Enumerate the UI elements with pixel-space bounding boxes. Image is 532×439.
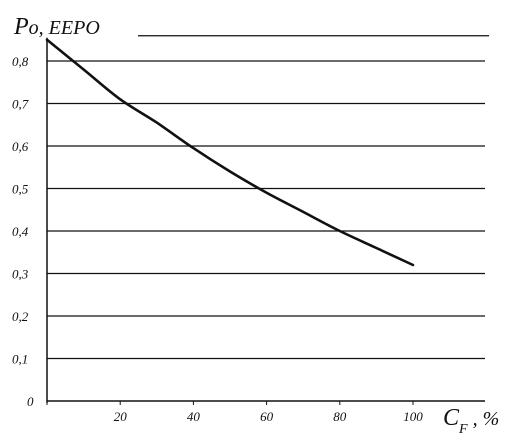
x-axis-title-rest: , % <box>468 408 500 430</box>
series-line-0 <box>45 38 415 267</box>
y-tick-label-1: 0,1 <box>12 352 28 367</box>
x-axis-title: CF , % <box>443 405 499 437</box>
x-tick-label-3: 60 <box>260 409 274 424</box>
grid-lines <box>47 35 489 360</box>
y-tick-label-6: 0,6 <box>12 139 29 154</box>
y-tick-label-7: 0,7 <box>12 97 29 112</box>
x-tick-label-1: 20 <box>114 409 128 424</box>
tick-labels: 20 40 60 80 100 0 0,1 0,2 0,3 0,4 0,5 0,6 0,7 0,8 <box>12 54 423 424</box>
y-axis-title-rest: , EEPO <box>39 17 100 39</box>
x-tick-label-5: 100 <box>403 409 423 424</box>
y-tick-label-4: 0,4 <box>12 224 29 239</box>
y-tick-label-3: 0,3 <box>12 267 29 282</box>
y-tick-label-0: 0 <box>27 394 34 409</box>
x-tick-label-2: 40 <box>187 409 201 424</box>
x-tick-label-4: 80 <box>333 409 347 424</box>
y-axis-title: Po, EEPO <box>13 14 100 40</box>
y-tick-label-5: 0,5 <box>12 182 29 197</box>
series <box>45 38 415 267</box>
y-tick-label-2: 0,2 <box>12 309 29 324</box>
x-axis-title-main: C <box>443 405 460 431</box>
y-axis-title-sub: o <box>29 17 39 39</box>
y-axis-title-main: P <box>13 14 29 40</box>
x-axis-title-sub: F <box>458 422 468 437</box>
y-tick-label-8: 0,8 <box>12 54 29 69</box>
axes <box>46 37 485 405</box>
